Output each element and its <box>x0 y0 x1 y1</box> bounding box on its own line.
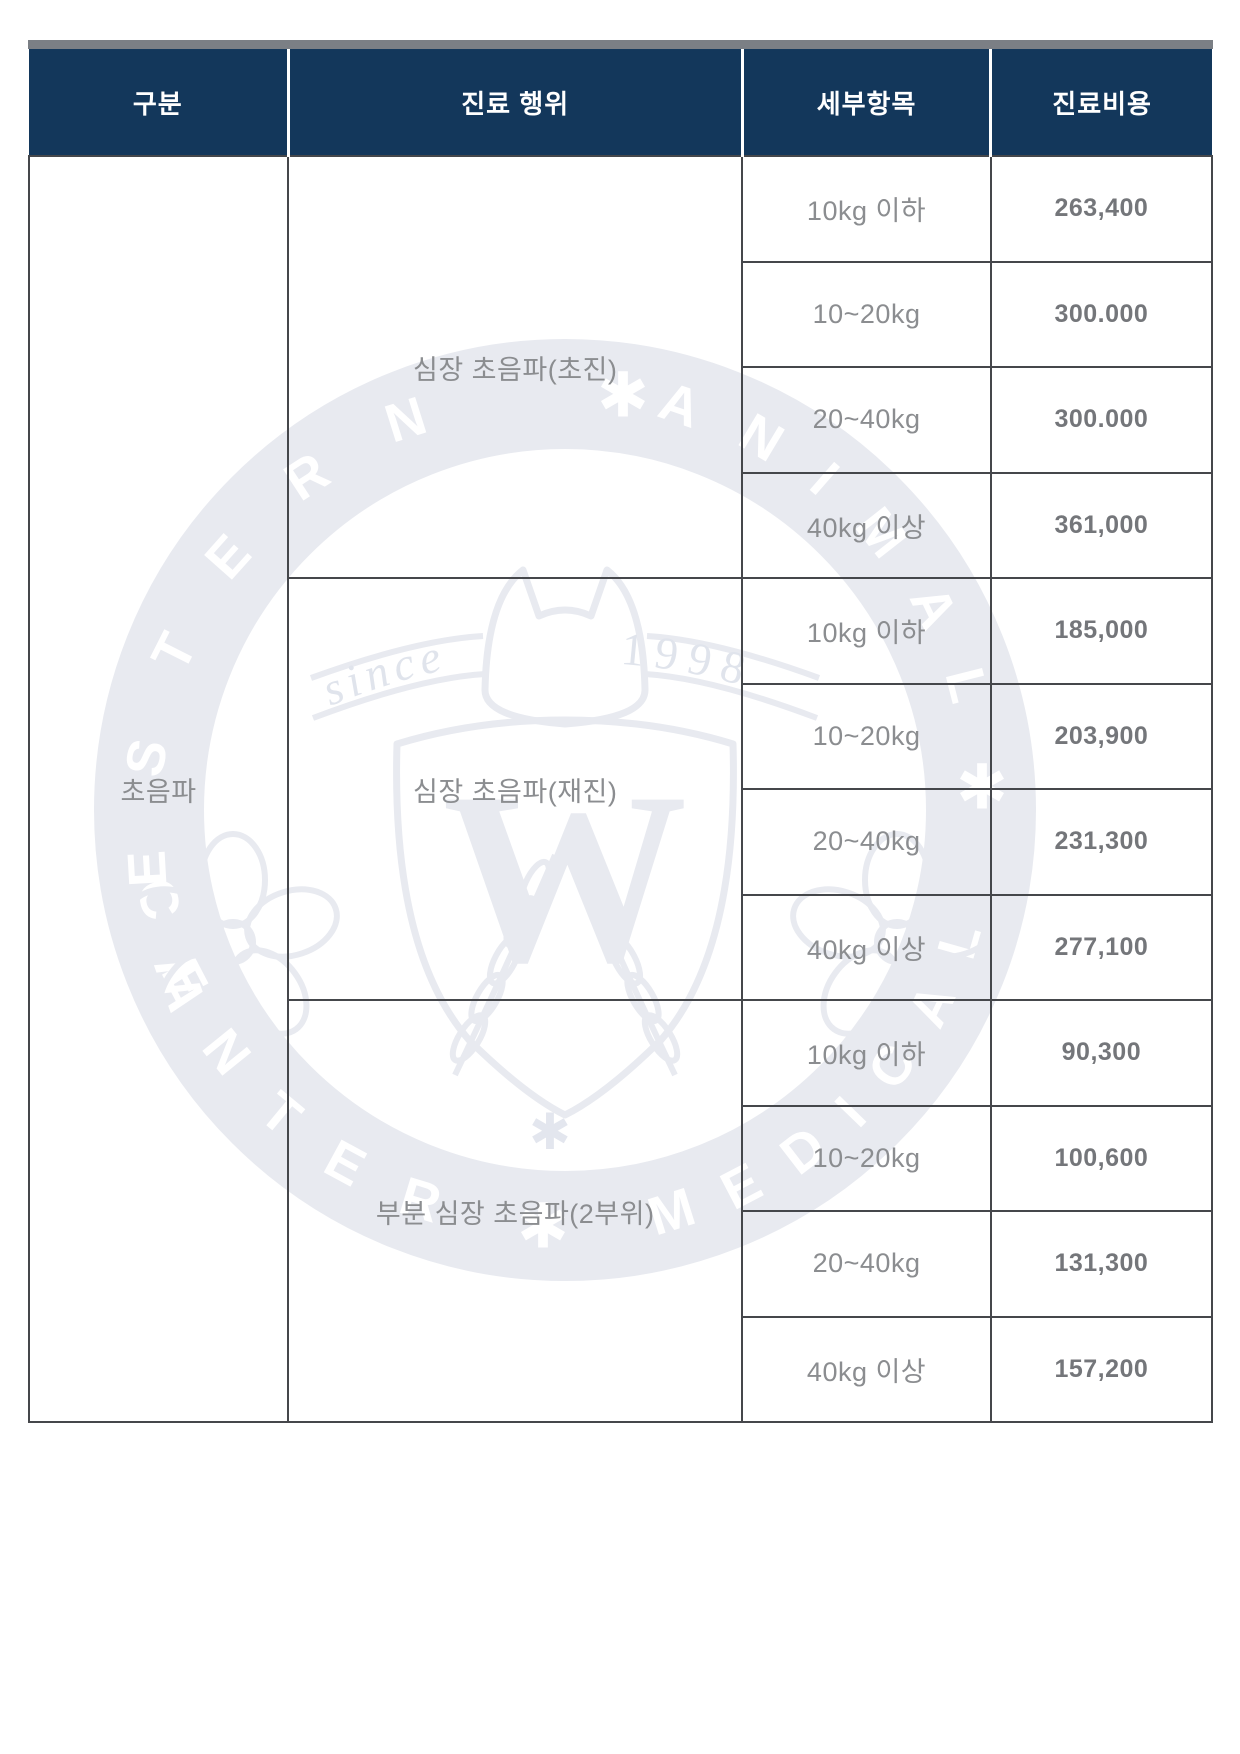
cost-cell: 300.000 <box>989 260 1214 368</box>
table-top-bar <box>28 40 1213 49</box>
detail-cell: 20~40kg <box>741 366 992 474</box>
table-row: 10~20kg 100,600 <box>29 1104 1214 1212</box>
column-header-detail: 세부항목 <box>740 49 991 156</box>
treatment-cell: 심장 초음파(초진) <box>287 155 744 579</box>
detail-cell: 20~40kg <box>741 788 992 896</box>
detail-cell: 10kg 이하 <box>741 577 992 685</box>
detail-cell: 10kg 이하 <box>741 155 992 263</box>
table-row: 초음파 심장 초음파(초진) 10kg 이하 263,400 <box>27 155 1214 1423</box>
cost-cell: 90,300 <box>989 999 1214 1107</box>
table-row: 20~40kg 131,300 <box>29 1210 1214 1318</box>
table-row: 40kg 이상 361,000 <box>29 471 1214 579</box>
cost-cell: 277,100 <box>989 893 1214 1001</box>
detail-cell: 40kg 이상 <box>741 893 992 1001</box>
cost-cell: 263,400 <box>989 155 1214 263</box>
column-header-category: 구분 <box>29 49 289 156</box>
detail-cell: 10kg 이하 <box>741 999 992 1107</box>
cost-cell: 361,000 <box>989 471 1214 579</box>
detail-cell: 40kg 이상 <box>741 1315 992 1423</box>
cost-cell: 131,300 <box>989 1210 1214 1318</box>
detail-cell: 10~20kg <box>741 1104 992 1212</box>
detail-cell: 10~20kg <box>741 260 992 368</box>
price-table: 구분 진료 행위 세부항목 진료비용 초음파 심장 초음파(초진) 10kg 이… <box>27 49 1214 1423</box>
table-row: 40kg 이상 277,100 <box>29 893 1214 1001</box>
table-row: 부분 심장 초음파(2부위) 10kg 이하 90,300 <box>29 999 1214 1423</box>
price-table-container: 구분 진료 행위 세부항목 진료비용 초음파 심장 초음파(초진) 10kg 이… <box>27 40 1214 1423</box>
cost-cell: 231,300 <box>989 788 1214 896</box>
column-header-cost: 진료비용 <box>989 49 1212 156</box>
table-row: 20~40kg 300.000 <box>29 366 1214 474</box>
header-row: 구분 진료 행위 세부항목 진료비용 <box>29 49 1212 156</box>
column-header-treatment: 진료 행위 <box>286 49 743 156</box>
table-row: 10~20kg 203,900 <box>29 682 1214 790</box>
detail-cell: 10~20kg <box>741 682 992 790</box>
table-row: 심장 초음파(재진) 10kg 이하 185,000 <box>29 577 1214 1001</box>
cost-cell: 100,600 <box>989 1104 1214 1212</box>
detail-cell: 40kg 이상 <box>741 471 992 579</box>
category-cell: 초음파 <box>27 155 290 1423</box>
table-row: 20~40kg 231,300 <box>29 788 1214 896</box>
cost-cell: 157,200 <box>989 1315 1214 1423</box>
table-row: 40kg 이상 157,200 <box>29 1315 1214 1423</box>
treatment-cell: 부분 심장 초음파(2부위) <box>287 999 744 1423</box>
treatment-cell: 심장 초음파(재진) <box>287 577 744 1001</box>
table-row: 10~20kg 300.000 <box>29 260 1214 368</box>
detail-cell: 20~40kg <box>741 1210 992 1318</box>
cost-cell: 203,900 <box>989 682 1214 790</box>
cost-cell: 185,000 <box>989 577 1214 685</box>
cost-cell: 300.000 <box>989 366 1214 474</box>
